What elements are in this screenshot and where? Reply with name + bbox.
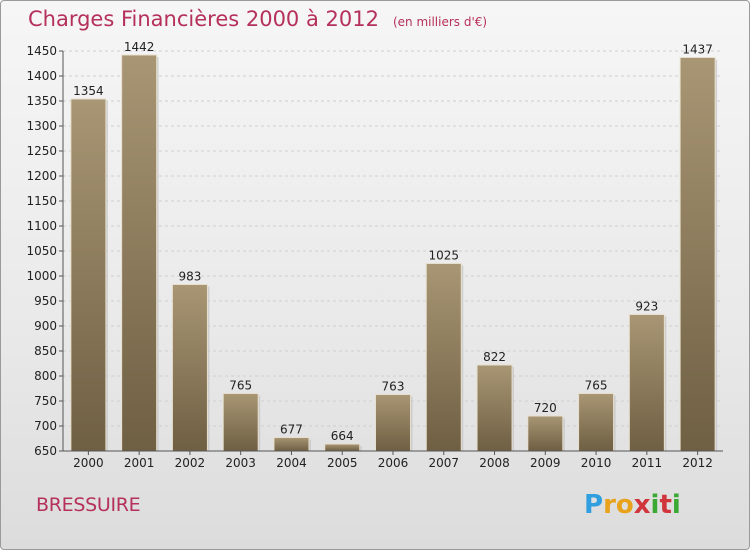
chart-title: Charges Financières 2000 à 2012 (en milli… [28,7,487,31]
bar [121,54,158,452]
data-label: 1354 [73,84,104,98]
title-text: Charges Financières 2000 à 2012 [28,7,379,31]
y-tick-label: 1450 [26,44,57,58]
x-tick-label: 2010 [581,456,612,470]
logo-letter: x [633,490,651,520]
x-tick-label: 2001 [124,456,155,470]
y-tick-label: 1100 [26,219,57,233]
x-tick-label: 2008 [479,456,510,470]
y-tick-label: 1350 [26,94,57,108]
bar [222,393,259,452]
logo-letter: o [615,490,634,520]
y-tick-label: 700 [34,419,57,433]
bar [70,98,107,452]
x-tick-label: 2005 [327,456,358,470]
x-tick-label: 2012 [682,456,713,470]
logo-letter: P [584,490,604,520]
x-tick-label: 2002 [175,456,206,470]
data-label: 765 [585,379,608,393]
bars: 1354 1442 983 765 677 664 763 1025 822 720 765 923 1… [70,40,718,452]
y-tick-label: 1050 [26,244,57,258]
y-tick-label: 800 [34,369,57,383]
x-tick-label: 2007 [428,456,459,470]
bar [171,284,208,452]
bar [628,314,665,452]
x-tick-label: 2003 [225,456,256,470]
chart-subtitle: (en milliers d'€) [392,15,488,29]
logo-letter: i [650,490,660,520]
bar [375,394,411,452]
bar [679,57,716,452]
data-label: 664 [331,429,354,443]
y-tick-label: 900 [34,319,57,333]
x-tick-label: 2006 [378,456,409,470]
data-label: 765 [229,379,252,393]
y-tick-label: 950 [34,294,57,308]
data-label: 1025 [428,249,459,263]
data-label: 983 [178,270,201,284]
bar [578,393,615,452]
place-name: BRESSUIRE [36,494,141,516]
data-label: 923 [635,300,658,314]
bar [425,263,462,452]
proxiti-logo: Proxiti [584,490,681,520]
y-tick-label: 1200 [26,169,57,183]
x-axis: 2000 2001 2002 2003 2004 2005 2006 2007 2008 2009… [63,450,723,470]
data-label: 720 [534,401,557,415]
logo-letter: t [659,490,672,520]
data-label: 822 [483,350,506,364]
x-tick-label: 2000 [73,456,104,470]
data-label: 1442 [124,40,155,54]
data-label: 1437 [682,43,713,57]
x-tick-label: 2011 [632,456,663,470]
y-tick-label: 1250 [26,144,57,158]
x-tick-label: 2004 [276,456,307,470]
y-tick-label: 650 [34,444,57,458]
x-tick-label: 2009 [530,456,561,470]
y-tick-label: 750 [34,394,57,408]
bar [324,443,361,452]
y-tick-label: 1150 [26,194,57,208]
y-tick-label: 1300 [26,119,57,133]
data-label: 763 [382,380,405,394]
bar [273,437,310,452]
logo-letter: r [603,490,616,520]
y-tick-label: 1400 [26,69,57,83]
bar [476,364,513,452]
y-tick-label: 1000 [26,269,57,283]
logo-letter: i [671,490,681,520]
y-tick-label: 850 [34,344,57,358]
bar [527,415,564,452]
data-label: 677 [280,423,303,437]
y-axis: 650 700 750 800 850 900 950 1000 1050 1100 1150 120… [26,44,64,458]
